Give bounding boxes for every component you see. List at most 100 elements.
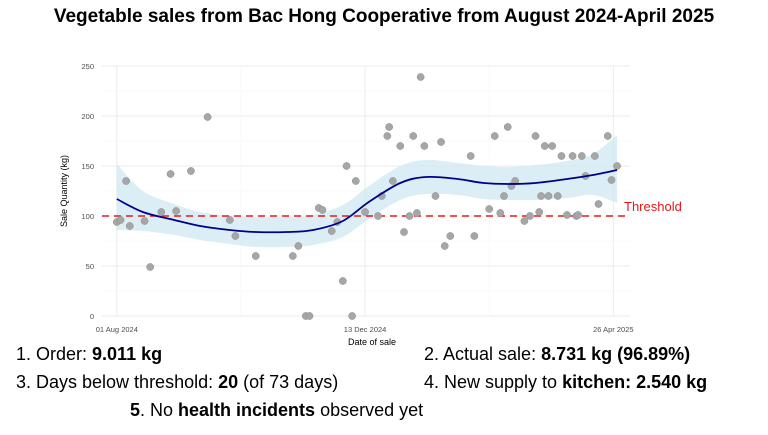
data-point xyxy=(590,152,599,160)
stat-health: 5. No health incidents observed yet xyxy=(130,399,423,421)
data-point xyxy=(440,242,449,250)
stat-days-below-suffix: (of 73 days) xyxy=(238,372,339,392)
stat-actual-sale-label: 2. Actual sale: xyxy=(424,344,542,364)
data-point xyxy=(485,205,494,213)
data-point xyxy=(385,123,394,131)
data-point xyxy=(416,73,425,81)
data-point xyxy=(231,232,240,240)
stat-days-below-value: 20 xyxy=(218,372,239,392)
data-point xyxy=(557,152,566,160)
data-point xyxy=(563,211,571,219)
data-point xyxy=(389,177,397,185)
data-point xyxy=(348,312,356,320)
data-point xyxy=(405,212,414,220)
stat-health-number: 5 xyxy=(130,400,141,420)
data-point xyxy=(342,162,351,170)
data-point xyxy=(318,206,327,214)
y-tick-label: 150 xyxy=(81,162,94,171)
data-point xyxy=(203,113,212,121)
data-point xyxy=(574,211,582,219)
y-tick-label: 0 xyxy=(90,312,94,321)
data-point xyxy=(520,217,529,225)
data-point xyxy=(503,123,512,131)
data-point xyxy=(409,132,418,140)
stat-new-supply-label: 4. New supply to xyxy=(424,372,563,392)
data-point xyxy=(470,232,479,240)
stat-actual-sale-value: 8.731 kg (96.89%) xyxy=(541,344,691,364)
stat-order-value: 9.011 kg xyxy=(92,344,163,364)
axes: 0 50 100 150 200 250 01 Aug 2024 13 Dec 2024 26 … xyxy=(59,62,634,347)
x-tick-label: 01 Aug 2024 xyxy=(96,325,138,334)
y-tick-label: 50 xyxy=(86,262,94,271)
confidence-band xyxy=(116,135,618,248)
data-point xyxy=(294,242,303,250)
data-point xyxy=(568,152,577,160)
stat-new-supply-value: kitchen: 2.540 kg xyxy=(562,372,708,392)
data-point xyxy=(374,212,382,220)
data-point xyxy=(166,170,175,178)
x-tick-label: 26 Apr 2025 xyxy=(593,325,633,334)
stat-health-suffix: observed yet xyxy=(315,400,424,420)
threshold: Threshold xyxy=(102,199,682,217)
data-point xyxy=(603,132,612,140)
data-point xyxy=(490,132,499,140)
scatter-chart: Threshold 0 50 100 150 200 250 01 Aug 2024 13 D… xyxy=(59,62,682,347)
data-point xyxy=(187,167,195,175)
y-tick-label: 200 xyxy=(81,112,94,121)
data-point xyxy=(613,162,621,170)
data-point xyxy=(116,216,125,224)
data-point xyxy=(526,212,534,220)
stat-health-bold: health incidents xyxy=(178,400,316,420)
y-tick-label: 250 xyxy=(81,62,94,71)
data-point xyxy=(577,152,586,160)
data-point xyxy=(446,232,455,240)
trend-line-path xyxy=(116,169,618,234)
data-point xyxy=(305,312,314,320)
data-point xyxy=(338,277,347,285)
stat-days-below: 3. Days below threshold: 20 (of 73 days) xyxy=(16,371,338,393)
data-point xyxy=(420,142,429,150)
data-point xyxy=(531,132,540,140)
data-point xyxy=(383,132,392,140)
data-point xyxy=(361,208,369,216)
data-point xyxy=(146,263,155,271)
stat-days-below-label: 3. Days below threshold: xyxy=(16,372,219,392)
data-point xyxy=(500,192,508,200)
data-point xyxy=(548,142,557,150)
threshold-label: Threshold xyxy=(624,199,682,214)
x-axis-label: Date of sale xyxy=(348,337,396,347)
data-point xyxy=(288,252,297,260)
data-point xyxy=(125,222,134,230)
data-point xyxy=(327,227,336,235)
stat-order-label: 1. Order: xyxy=(16,344,93,364)
chart-title: Vegetable sales from Bac Hong Cooperativ… xyxy=(53,6,715,27)
data-point xyxy=(594,200,603,208)
data-point xyxy=(400,228,408,236)
x-tick-label: 13 Dec 2024 xyxy=(344,325,387,334)
data-point xyxy=(544,192,553,200)
stat-actual-sale: 2. Actual sale: 8.731 kg (96.89%) xyxy=(424,343,690,365)
data-points xyxy=(112,73,621,320)
confidence-band-area xyxy=(116,135,618,248)
data-point xyxy=(607,176,616,184)
grid xyxy=(102,65,630,317)
data-point xyxy=(496,209,505,217)
data-point xyxy=(251,252,260,260)
data-point xyxy=(437,138,445,146)
data-point xyxy=(225,216,234,224)
data-point xyxy=(157,208,166,216)
stat-health-mid: . No xyxy=(140,400,179,420)
y-tick-label: 100 xyxy=(81,212,94,221)
data-point xyxy=(172,207,180,215)
stat-order: 1. Order: 9.011 kg xyxy=(16,343,162,365)
data-point xyxy=(466,152,475,160)
trend-line xyxy=(116,169,618,234)
data-point xyxy=(537,192,545,200)
data-point xyxy=(553,192,562,200)
data-point xyxy=(540,142,549,150)
data-point xyxy=(396,142,405,150)
data-point xyxy=(413,209,421,217)
data-point xyxy=(122,177,130,185)
data-point xyxy=(351,177,360,185)
stat-new-supply: 4. New supply to kitchen: 2.540 kg xyxy=(424,371,707,393)
